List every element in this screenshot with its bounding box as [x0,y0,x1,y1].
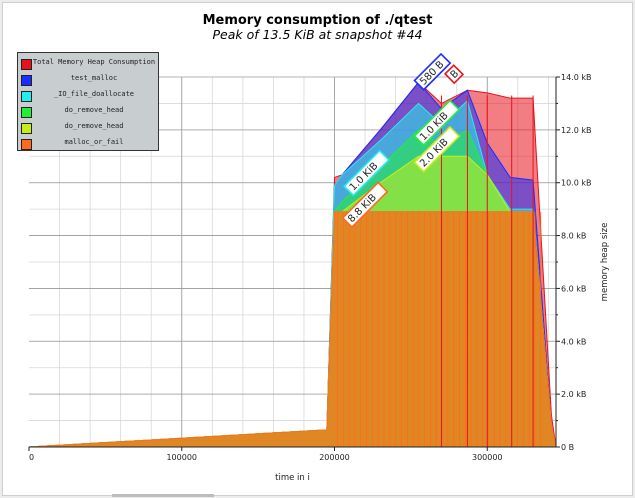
peak-annotation-box [413,125,461,173]
legend-entry: do_remove_head [18,105,158,121]
x-tick-label: 300000 [472,453,503,462]
chart-title: Memory consumption of ./qtest [202,13,433,28]
legend-label: malloc_or_fail [64,138,124,146]
legend-entry: do_remove_head [18,121,158,137]
legend-label: Total Memory Heap Consumption [32,58,156,66]
legend-label: do_remove_head [64,122,124,130]
legend-swatch [21,59,32,70]
y-tick-label: 4.0 kB [561,337,586,346]
horizontal-scrollbar[interactable] [112,494,214,497]
peak-annotation-box [443,64,465,85]
legend-label: do_remove_head [64,106,124,114]
legend-entry: test_malloc [18,73,158,89]
y-axis-label: memory heap size [600,223,610,302]
y-tick-label: 2.0 kB [561,390,586,399]
legend-swatch [21,139,32,150]
peak-annotation-box [413,99,461,147]
peak-annotation-box [341,181,389,229]
y-tick-label: 8.0 kB [561,232,586,241]
peak-annotation: B [443,64,465,85]
legend-label: test_malloc [70,74,118,82]
legend-swatch [21,107,32,118]
chart-subtitle: Peak of 13.5 KiB at snapshot #44 [212,27,423,42]
x-axis-label: time in i [275,473,310,483]
y-tick-label: 12.0 kB [561,126,591,135]
x-tick-label: 100000 [166,453,197,462]
chart-legend: Total Memory Heap Consumption test_malloc… [17,52,159,151]
legend-swatch [21,123,32,134]
legend-swatch [21,75,32,86]
peak-annotation-box [343,149,390,197]
x-tick-label: 0 [29,453,34,462]
legend-entry: malloc_or_fail [18,137,158,153]
y-tick-label: 14.0 kB [561,73,591,82]
y-tick-label: 0 B [561,443,574,452]
y-tick-label: 6.0 kB [561,284,586,293]
legend-label: _IO_file_doallocate [53,90,135,98]
legend-entry: Total Memory Heap Consumption [18,57,158,73]
legend-entry: _IO_file_doallocate [18,89,158,105]
legend-swatch [21,91,32,102]
y-tick-label: 10.0 kB [561,179,591,188]
x-tick-label: 200000 [319,453,350,462]
peak-annotation-box [413,52,452,91]
